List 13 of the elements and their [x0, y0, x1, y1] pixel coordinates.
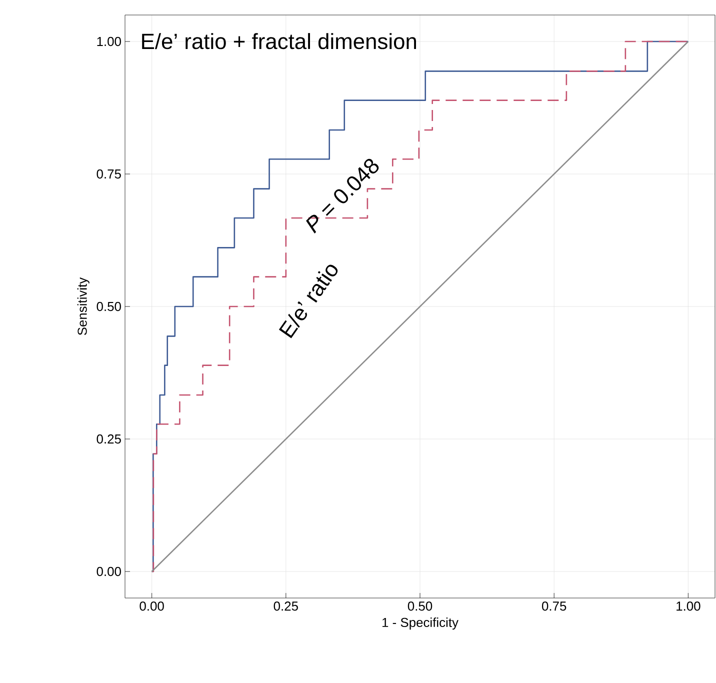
x-tick-label: 0.75 — [542, 602, 566, 611]
y-axis-title: Sensitivity — [77, 277, 90, 336]
x-axis-title: 1 - Specificity — [382, 618, 458, 630]
x-tick-label: 0.00 — [140, 602, 164, 611]
x-tick-label: 0.25 — [274, 602, 298, 611]
x-tick-label: 0.50 — [408, 602, 432, 611]
series-label: E/e’ ratio + fractal dimension — [142, 33, 416, 50]
y-tick-label: 0.25 — [96, 434, 121, 444]
y-tick-label: 0.00 — [96, 566, 121, 576]
y-tick-label: 0.75 — [96, 169, 121, 179]
y-tick-label: 0.50 — [96, 302, 121, 312]
y-tick-label: 1.00 — [97, 36, 121, 46]
x-tick-label: 1.00 — [676, 602, 700, 611]
